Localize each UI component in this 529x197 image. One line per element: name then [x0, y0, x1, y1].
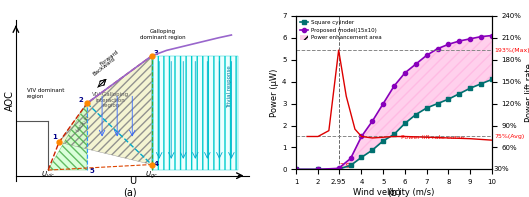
- Text: 4: 4: [154, 161, 159, 167]
- Square cylinder: [293, 168, 299, 171]
- Text: (b): (b): [387, 187, 401, 197]
- Square cylinder: [478, 83, 484, 85]
- Text: 193%(Max): 193%(Max): [494, 48, 529, 53]
- Proposed model(15x10): [445, 43, 452, 46]
- Text: Forward: Forward: [99, 49, 120, 67]
- Y-axis label: Power lift rate: Power lift rate: [525, 63, 529, 122]
- Text: Trivial response: Trivial response: [227, 66, 232, 108]
- Text: 30%: 30%: [493, 166, 509, 172]
- Text: 2: 2: [78, 97, 83, 103]
- Proposed model(15x10): [293, 168, 299, 171]
- Proposed model(15x10): [434, 47, 441, 50]
- Square cylinder: [467, 87, 473, 89]
- Proposed model(15x10): [489, 34, 495, 37]
- Square cylinder: [424, 107, 430, 109]
- Proposed model(15x10): [478, 35, 484, 38]
- Text: $U_{vic}$: $U_{vic}$: [41, 170, 55, 180]
- Square cylinder: [456, 93, 462, 95]
- Text: 3: 3: [154, 49, 159, 56]
- Square cylinder: [434, 102, 441, 105]
- Square cylinder: [335, 168, 342, 170]
- Polygon shape: [59, 56, 152, 164]
- Square cylinder: [348, 164, 354, 167]
- Proposed model(15x10): [456, 40, 462, 42]
- Square cylinder: [369, 149, 376, 151]
- Text: (a): (a): [123, 187, 136, 197]
- X-axis label: U: U: [129, 176, 136, 186]
- Text: Galloping
dominant region: Galloping dominant region: [140, 29, 185, 40]
- Square cylinder: [445, 98, 452, 100]
- Proposed model(15x10): [335, 167, 342, 169]
- Proposed model(15x10): [413, 63, 419, 65]
- X-axis label: Wind velocity (m/s): Wind velocity (m/s): [353, 188, 435, 197]
- Square cylinder: [315, 168, 321, 171]
- Square cylinder: [380, 140, 386, 142]
- Proposed model(15x10): [424, 54, 430, 57]
- Line: Proposed model(15x10): Proposed model(15x10): [294, 33, 494, 172]
- Square cylinder: [391, 133, 397, 136]
- Proposed model(15x10): [358, 135, 364, 138]
- Text: Lock-in: Lock-in: [75, 113, 90, 132]
- Proposed model(15x10): [380, 102, 386, 105]
- Proposed model(15x10): [369, 120, 376, 122]
- Y-axis label: Power (μW): Power (μW): [270, 68, 279, 117]
- Text: 75%(Avg): 75%(Avg): [494, 134, 524, 139]
- Proposed model(15x10): [348, 157, 354, 160]
- Proposed model(15x10): [315, 168, 321, 171]
- Text: $U_{gc}$: $U_{gc}$: [145, 170, 158, 181]
- Text: VIV dominant
region: VIV dominant region: [26, 88, 64, 99]
- Proposed model(15x10): [391, 85, 397, 87]
- Text: 5: 5: [89, 168, 94, 174]
- Text: 2.95: 2.95: [340, 163, 355, 169]
- Proposed model(15x10): [467, 38, 473, 40]
- Legend: Square cylinder, Proposed model(15x10), Power enhancement area: Square cylinder, Proposed model(15x10), …: [299, 19, 382, 42]
- Y-axis label: AOC: AOC: [4, 90, 14, 111]
- Square cylinder: [489, 78, 495, 81]
- Text: Power lift rate curve: Power lift rate curve: [400, 135, 464, 140]
- Polygon shape: [48, 103, 87, 170]
- Text: Backward: Backward: [93, 56, 117, 76]
- Text: 1: 1: [52, 135, 57, 140]
- Polygon shape: [152, 56, 238, 170]
- Square cylinder: [402, 122, 408, 125]
- Square cylinder: [413, 113, 419, 116]
- Text: VIV-Galloping
interaction
region: VIV-Galloping interaction region: [92, 92, 129, 108]
- Square cylinder: [358, 156, 364, 159]
- Line: Square cylinder: Square cylinder: [294, 77, 494, 172]
- Proposed model(15x10): [402, 72, 408, 74]
